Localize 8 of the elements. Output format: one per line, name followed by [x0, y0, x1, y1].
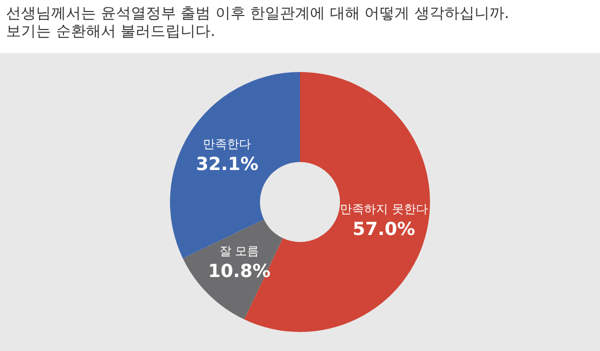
chart-title: 선생님께서는 윤석열정부 출범 이후 한일관계에 대해 어떻게 생각하십니까.	[6, 4, 510, 22]
slice-label: 만족한다	[203, 137, 252, 152]
data-label: 32.1%	[196, 154, 258, 176]
data-label: 57.0%	[352, 218, 416, 240]
chart-subtitle: 보기는 순환해서 불러드립니다.	[6, 22, 216, 40]
donut-slice	[170, 72, 300, 258]
slice-label: 잘 모름	[219, 244, 260, 258]
slice-label: 만족하지 못한다	[340, 202, 428, 216]
